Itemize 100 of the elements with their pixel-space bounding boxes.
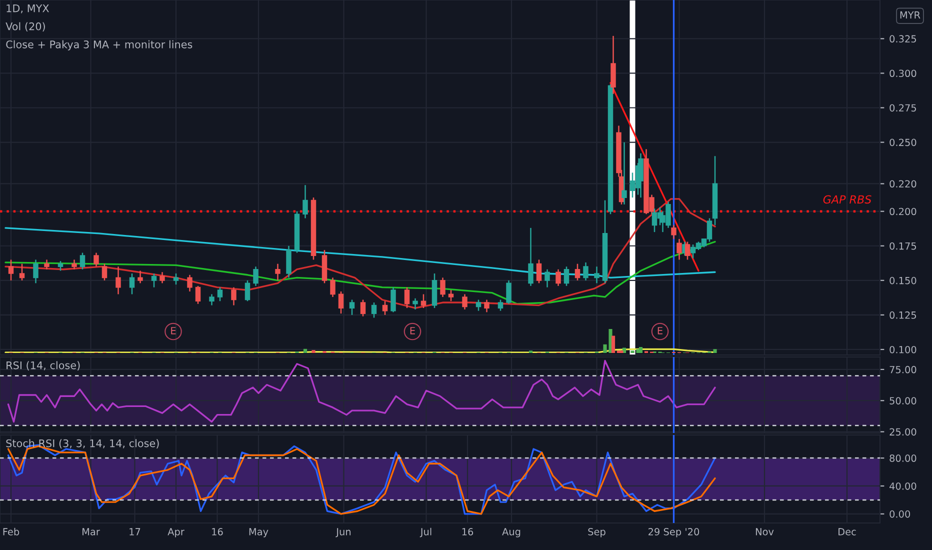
candlestick [594,266,600,284]
chart-title: Stoch RSI (3, 3, 14, 14, close) [6,439,159,448]
annotation: Close + Pakya 3 MA + monitor lines [6,40,192,50]
candlestick [160,271,165,284]
candlestick [195,285,201,305]
candlestick [583,262,588,282]
y-tick-label: 0.220 [890,180,916,188]
chart-title: RSI (14, close) [6,361,80,370]
x-tick-label: Jul [420,528,432,538]
x-tick-label: 29 Sep '20 [648,528,700,538]
y-tick-label: 0.100 [890,346,916,354]
annotation: E [410,327,415,334]
candlestick [462,294,468,310]
y-tick-label: 0.275 [890,104,916,112]
candlestick [564,266,570,287]
candlestick [138,270,143,284]
candlestick [338,290,344,314]
candlestick [420,294,426,309]
annotation: E [658,327,662,334]
candlestick [448,289,454,302]
y-tick-label: 0.00 [890,510,910,518]
y-tick-label: 0.125 [890,311,916,319]
y-tick-label: 0.150 [890,276,916,284]
candlestick [217,286,223,302]
candlestick [676,238,682,260]
candlestick [80,252,86,270]
bar [638,347,643,353]
candlestick [484,299,490,313]
x-tick-label: May [249,528,268,538]
candlestick [382,300,388,316]
candlestick [371,302,377,318]
candlestick [349,299,355,316]
bar [312,350,316,353]
candlestick [476,299,482,312]
bar [303,348,308,353]
x-tick-label: Apr [168,528,184,538]
line-series [4,240,716,305]
chart-title: 1D, MYX [6,4,49,14]
candlestick [528,227,534,287]
candlestick [556,268,561,287]
candlestick [610,35,616,95]
y-tick-label: 80.00 [890,454,916,462]
x-tick-label: 17 [130,528,140,536]
candlestick [544,268,550,288]
y-tick-label: 25.00 [890,428,916,436]
candlestick [498,299,504,312]
candlestick [33,259,38,284]
candlestick [286,245,292,278]
candlestick [253,266,258,287]
candlestick [390,286,396,313]
candlestick [638,152,644,198]
annotation: Vol (20) [6,22,45,32]
candlestick [116,266,121,295]
y-tick-label: 0.200 [890,208,916,216]
candlestick [360,299,366,317]
x-tick-label: Mar [82,528,100,536]
bar [611,336,616,353]
candlestick [209,294,214,306]
candlestick [404,286,410,309]
x-tick-label: 16 [212,528,223,536]
candlestick [44,259,50,270]
x-tick-label: 16 [462,528,474,536]
line-series [4,198,716,309]
y-tick-label: 0.175 [890,242,916,250]
candlestick [19,263,25,282]
y-tick-label: 0.250 [890,138,916,146]
x-tick-label: Aug [502,528,520,538]
x-tick-label: Dec [838,528,856,536]
candlestick [302,184,308,219]
candlestick [129,272,135,295]
candlestick [231,286,236,306]
candlestick [671,224,676,240]
candlestick [330,277,336,298]
candlestick [506,280,512,305]
candlestick [412,298,418,310]
y-tick-label: 0.300 [890,70,916,78]
candlestick [173,272,179,286]
y-tick-label: 40.00 [890,482,916,490]
x-tick-label: Nov [756,528,774,536]
ref-line-label: GAP RBS [823,195,872,204]
line-series [7,360,716,423]
candlestick [440,277,446,298]
x-tick-label: Sep [588,528,606,538]
x-tick-label: Feb [3,528,20,536]
candlestick [94,252,99,268]
y-axis-title: MYR [900,11,920,18]
candlestick [58,260,64,272]
y-tick-label: 50.00 [890,397,916,404]
y-tick-label: 75.00 [890,366,916,374]
candlestick [244,280,250,302]
candlestick [536,259,542,284]
x-tick-label: Jun [336,528,351,538]
candlestick [151,272,157,288]
candlestick [72,259,77,270]
candlestick [275,263,280,282]
candlestick [187,274,192,292]
candlestick [574,263,580,282]
y-tick-label: 0.325 [890,35,916,43]
annotation: E [171,327,176,334]
candlestick [102,263,108,282]
